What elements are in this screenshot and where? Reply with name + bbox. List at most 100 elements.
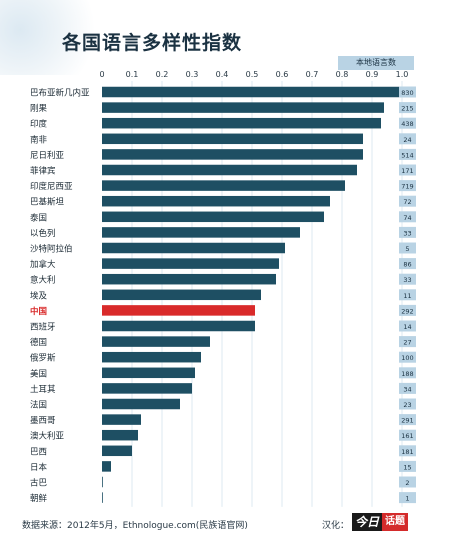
bar — [102, 351, 201, 363]
count-box — [399, 398, 416, 410]
category-label: 刚果 — [30, 104, 48, 114]
bar — [102, 367, 195, 379]
language-count-label: 11 — [403, 292, 411, 300]
category-label: 墨西哥 — [30, 416, 56, 426]
bar — [102, 414, 141, 425]
bar — [102, 164, 357, 176]
count-box — [399, 382, 416, 394]
count-box — [399, 273, 416, 285]
bar — [102, 383, 192, 394]
count-box — [399, 429, 416, 441]
count-box — [399, 320, 416, 332]
language-count-label: 15 — [403, 463, 411, 471]
category-label: 巴布亚新几内亚 — [30, 88, 90, 99]
language-count-label: 1 — [405, 495, 409, 503]
bar — [102, 242, 285, 254]
category-label: 西班牙 — [30, 322, 56, 333]
x-tick-label: 0.8 — [336, 70, 349, 79]
count-box — [399, 148, 416, 160]
x-tick-label: 0 — [99, 70, 104, 79]
category-label: 俄罗斯 — [30, 353, 56, 364]
category-label: 沙特阿拉伯 — [30, 244, 73, 255]
bar — [102, 320, 255, 332]
language-count-label: 181 — [401, 448, 413, 456]
language-count-label: 830 — [401, 89, 413, 97]
x-tick-label: 0.4 — [216, 70, 229, 79]
category-label: 法国 — [30, 400, 47, 411]
count-box — [399, 117, 416, 129]
count-box — [399, 226, 416, 238]
x-tick-label: 0.7 — [306, 70, 319, 79]
language-count-label: 33 — [403, 229, 411, 237]
bar — [102, 117, 381, 129]
count-box — [399, 414, 416, 426]
local-language-count-header: 本地语言数 — [338, 56, 414, 70]
bar-chart: 0 0.1 0.2 0.3 0.4 0.5 0.6 0.7 0.8 0.9 1.0 巴布亚新几内亚 83… — [30, 70, 416, 507]
language-count-label: 438 — [401, 120, 413, 128]
bar — [102, 476, 103, 488]
language-count-label: 14 — [403, 323, 411, 331]
language-count-label: 27 — [403, 339, 411, 347]
x-tick-label: 0.1 — [126, 70, 139, 79]
category-label: 印度 — [30, 119, 48, 130]
category-label: 土耳其 — [30, 384, 56, 395]
bar — [102, 195, 330, 207]
data-source-note: 数据来源：2012年5月，Ethnologue.com(民族语官网) — [22, 521, 248, 531]
category-label: 中国 — [30, 306, 47, 317]
count-box — [399, 336, 416, 348]
category-label: 埃及 — [30, 290, 48, 301]
count-box — [399, 86, 416, 98]
category-label: 以色列 — [30, 228, 56, 239]
x-tick-label: 0.9 — [366, 70, 379, 79]
language-count-label: 171 — [401, 167, 413, 175]
count-box — [399, 367, 416, 379]
category-label: 巴基斯坦 — [30, 197, 65, 208]
bar — [102, 336, 210, 347]
category-label: 印度尼西亚 — [30, 181, 73, 192]
language-count-label: 24 — [403, 136, 411, 144]
bar — [102, 398, 180, 410]
count-box — [399, 351, 416, 363]
translation-credit: 汉化： — [322, 521, 350, 531]
bar — [102, 133, 363, 145]
x-tick-label: 0.6 — [276, 70, 289, 79]
count-box — [399, 102, 416, 114]
language-count-label: 719 — [401, 183, 413, 191]
language-count-label: 100 — [401, 354, 413, 362]
category-label: 美国 — [30, 368, 47, 379]
bar — [102, 227, 300, 238]
bar — [102, 429, 138, 441]
bar — [102, 461, 111, 472]
bar — [102, 180, 345, 191]
category-label: 意大利 — [30, 275, 56, 286]
category-label: 巴西 — [30, 447, 47, 457]
count-box — [399, 476, 416, 488]
logo-part-1: 今日 — [352, 513, 383, 531]
x-tick-label: 0.2 — [156, 70, 169, 79]
language-count-label: 5 — [405, 245, 409, 253]
bar — [102, 305, 255, 316]
logo-part-2: 话题 — [382, 513, 409, 531]
count-box — [399, 492, 416, 504]
language-count-label: 161 — [401, 432, 413, 440]
category-label: 南非 — [30, 134, 48, 145]
bar — [102, 86, 399, 98]
category-label: 德国 — [30, 337, 47, 348]
chart-title: 各国语言多样性指数 — [62, 32, 243, 54]
bar — [102, 492, 103, 503]
bar — [102, 211, 324, 223]
category-label: 日本 — [30, 462, 48, 473]
language-count-label: 215 — [401, 105, 413, 113]
language-count-label: 33 — [403, 276, 411, 284]
language-count-label: 291 — [401, 417, 413, 425]
count-box — [399, 460, 416, 472]
bar — [102, 258, 279, 269]
x-tick-label: 0.5 — [246, 70, 259, 79]
language-count-label: 292 — [401, 307, 413, 315]
publisher-logo: 今日 话题 — [352, 513, 409, 531]
language-count-label: 2 — [405, 479, 409, 487]
count-box — [399, 242, 416, 254]
bar — [102, 445, 132, 457]
count-box — [399, 289, 416, 301]
